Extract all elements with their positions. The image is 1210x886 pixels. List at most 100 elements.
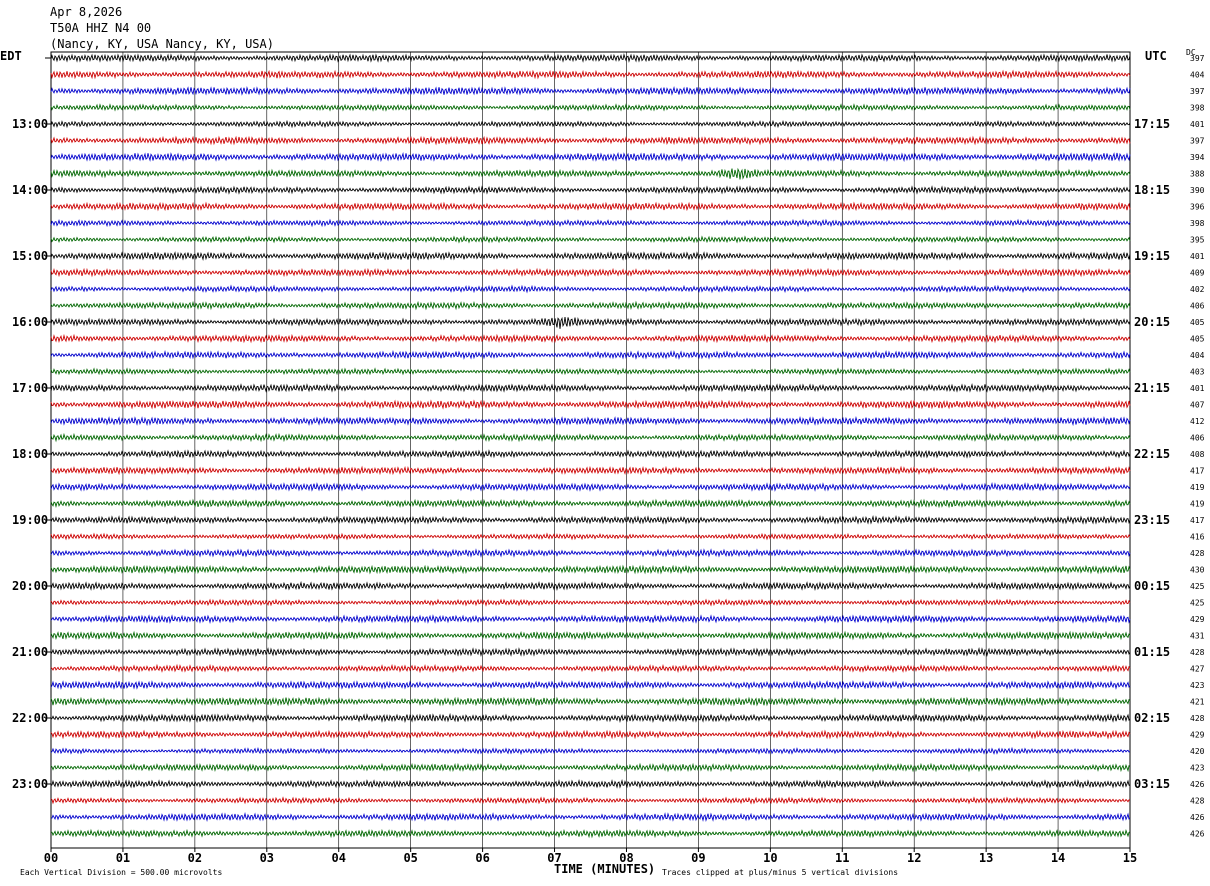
plot-frame — [51, 52, 1130, 848]
x-tick-label: 04 — [332, 851, 346, 865]
trace-line — [51, 384, 1130, 391]
right-hour-label: 17:15 — [1134, 117, 1170, 131]
trace-line — [51, 317, 1130, 329]
left-hour-label: 22:00 — [12, 711, 48, 725]
trace-line — [51, 566, 1130, 573]
dc-offset-label: 401 — [1190, 384, 1205, 393]
dc-offset-label: 429 — [1190, 615, 1205, 624]
trace-line — [51, 203, 1130, 210]
left-hour-label: 20:00 — [12, 579, 48, 593]
dc-offset-label: 425 — [1190, 599, 1205, 608]
trace-line — [51, 71, 1130, 78]
trace-line — [51, 137, 1130, 144]
trace-line — [51, 220, 1130, 226]
dc-offset-label: 426 — [1190, 780, 1205, 789]
dc-offset-label: 390 — [1190, 186, 1205, 195]
trace-line — [51, 121, 1130, 126]
trace-line — [51, 252, 1130, 259]
trace-line — [51, 451, 1130, 458]
left-hour-label: 17:00 — [12, 381, 48, 395]
dc-offset-label: 425 — [1190, 582, 1205, 591]
trace-line — [51, 681, 1130, 688]
dc-offset-label: 428 — [1190, 648, 1205, 657]
trace-line — [51, 369, 1130, 374]
dc-offset-label: 428 — [1190, 797, 1205, 806]
dc-offset-label: 403 — [1190, 368, 1205, 377]
trace-line — [51, 153, 1130, 161]
dc-offset-label: 421 — [1190, 698, 1205, 707]
trace-line — [51, 417, 1130, 424]
dc-offset-label: 417 — [1190, 467, 1205, 476]
dc-offset-label: 409 — [1190, 269, 1205, 278]
x-tick-label: 09 — [691, 851, 705, 865]
dc-offset-label: 417 — [1190, 516, 1205, 525]
dc-offset-label: 426 — [1190, 813, 1205, 822]
left-hour-label: 15:00 — [12, 249, 48, 263]
dc-offset-label: 396 — [1190, 203, 1205, 212]
dc-offset-label: 419 — [1190, 483, 1205, 492]
trace-line — [51, 237, 1130, 242]
trace-line — [51, 517, 1130, 524]
trace-line — [51, 352, 1130, 359]
right-hour-label: 00:15 — [1134, 579, 1170, 593]
dc-offset-label: 397 — [1190, 137, 1205, 146]
dc-offset-label: 406 — [1190, 434, 1205, 443]
dc-offset-label: 405 — [1190, 318, 1205, 327]
trace-line — [51, 187, 1130, 193]
x-tick-label: 12 — [907, 851, 921, 865]
x-tick-label: 14 — [1051, 851, 1065, 865]
trace-line — [51, 401, 1130, 409]
trace-line — [51, 434, 1130, 440]
left-hour-label: 18:00 — [12, 447, 48, 461]
dc-offset-label: 398 — [1190, 219, 1205, 228]
trace-line — [51, 698, 1130, 706]
x-tick-label: 15 — [1123, 851, 1137, 865]
dc-offset-label: 404 — [1190, 351, 1205, 360]
right-hour-label: 22:15 — [1134, 447, 1170, 461]
right-hour-label: 03:15 — [1134, 777, 1170, 791]
trace-line — [51, 632, 1130, 639]
x-tick-label: 05 — [403, 851, 417, 865]
right-hour-label: 01:15 — [1134, 645, 1170, 659]
left-hour-label: 19:00 — [12, 513, 48, 527]
trace-line — [51, 55, 1130, 62]
trace-line — [51, 731, 1130, 737]
trace-line — [51, 814, 1130, 821]
trace-line — [51, 798, 1130, 803]
trace-line — [51, 748, 1130, 753]
dc-offset-label: 405 — [1190, 335, 1205, 344]
dc-offset-label: 423 — [1190, 764, 1205, 773]
dc-offset-label: 407 — [1190, 401, 1205, 410]
trace-line — [51, 302, 1130, 309]
x-tick-label: 13 — [979, 851, 993, 865]
scale-note: Each Vertical Division = 500.00 microvol… — [20, 868, 222, 877]
clip-note: Traces clipped at plus/minus 5 vertical … — [662, 868, 898, 877]
trace-line — [51, 781, 1130, 788]
right-hour-label: 23:15 — [1134, 513, 1170, 527]
trace-line — [51, 286, 1130, 292]
trace-line — [51, 714, 1130, 721]
trace-line — [51, 169, 1130, 180]
dc-offset-label: 416 — [1190, 533, 1205, 542]
dc-offset-label: 423 — [1190, 681, 1205, 690]
dc-offset-label: 426 — [1190, 830, 1205, 839]
x-tick-label: 02 — [188, 851, 202, 865]
right-hour-label: 02:15 — [1134, 711, 1170, 725]
x-tick-label: 01 — [116, 851, 130, 865]
right-hour-label: 20:15 — [1134, 315, 1170, 329]
trace-line — [51, 764, 1130, 771]
trace-line — [51, 583, 1130, 590]
dc-offset-label: 429 — [1190, 731, 1205, 740]
trace-line — [51, 484, 1130, 491]
dc-offset-label: 402 — [1190, 285, 1205, 294]
left-hour-label: 16:00 — [12, 315, 48, 329]
x-axis-title: TIME (MINUTES) — [554, 862, 655, 876]
dc-offset-label: 394 — [1190, 153, 1205, 162]
dc-offset-label: 401 — [1190, 252, 1205, 261]
trace-line — [51, 649, 1130, 656]
trace-line — [51, 550, 1130, 556]
trace-line — [51, 467, 1130, 474]
trace-line — [51, 105, 1130, 111]
x-tick-label: 00 — [44, 851, 58, 865]
